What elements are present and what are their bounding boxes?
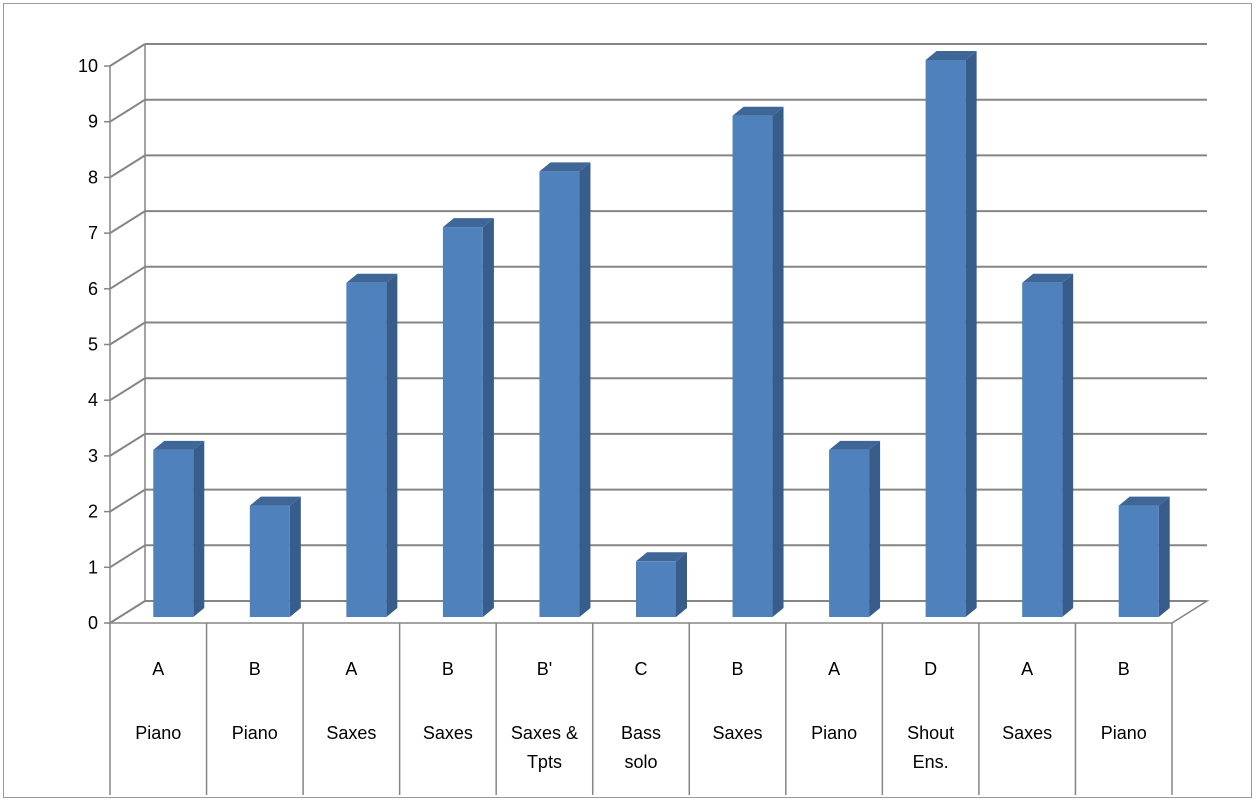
category-label: Tpts (527, 752, 562, 772)
category-section-label: A (152, 659, 164, 679)
bar (1022, 273, 1074, 617)
bar-side (869, 440, 881, 617)
y-tick-label: 9 (88, 112, 98, 132)
category-section-label: B (442, 659, 454, 679)
y-tick-label: 8 (88, 167, 98, 187)
y-tick-label: 0 (88, 613, 98, 633)
bar-side (386, 273, 398, 617)
chart-frame (3, 3, 1252, 798)
bar-top (1022, 273, 1074, 283)
y-tick-label: 2 (88, 502, 98, 522)
bar-side (193, 440, 205, 617)
category-section-label: B (249, 659, 261, 679)
category-label: Piano (811, 723, 857, 743)
gridline-connector (109, 377, 146, 402)
bar (153, 440, 205, 617)
bar-side (579, 162, 591, 617)
gridline-connector (109, 210, 146, 234)
y-tick-label: 10 (78, 56, 98, 76)
bar-side (965, 51, 977, 617)
bar-front (346, 282, 387, 617)
bar-front (636, 561, 676, 617)
bar-front (249, 505, 290, 617)
gridline-connector (109, 321, 146, 346)
y-axis-tick-labels: 0 1 2 3 4 5 6 7 8 9 10 (78, 56, 98, 633)
bar-front (732, 115, 773, 617)
bar (249, 496, 301, 617)
bar-top (346, 273, 398, 283)
bar-front (153, 449, 194, 617)
category-section-label: B' (537, 659, 552, 679)
gridline-connector (109, 265, 146, 290)
category-label: Piano (232, 723, 278, 743)
category-label: Saxes & (511, 723, 578, 743)
bar-top (442, 218, 494, 228)
y-tick-label: 5 (88, 335, 98, 355)
category-label: Saxes (326, 723, 376, 743)
category-section-label: A (345, 659, 357, 679)
category-label: Saxes (713, 723, 763, 743)
bar (1118, 496, 1170, 617)
category-label: Piano (135, 723, 181, 743)
bar-top (1118, 496, 1170, 506)
bar-side (1062, 273, 1074, 617)
bar-top (539, 162, 591, 172)
category-section-label: C (635, 659, 648, 679)
bar-top (153, 440, 205, 450)
bar-side (1158, 496, 1170, 617)
bar (346, 273, 398, 617)
bars (153, 51, 1170, 617)
bar-top (925, 51, 977, 60)
category-label: Ens. (913, 752, 949, 772)
bar (636, 552, 687, 617)
bar-top (249, 496, 301, 506)
category-section-label: B (1118, 659, 1130, 679)
gridline-connector (109, 488, 146, 513)
y-tick-label: 1 (88, 557, 98, 577)
category-section-label: B (732, 659, 744, 679)
bar-top (829, 440, 881, 450)
category-label: Bass (621, 723, 661, 743)
category-section-label: A (828, 659, 840, 679)
bar-front (1022, 282, 1063, 617)
bar-top (636, 552, 687, 562)
bar (539, 162, 591, 617)
bar-front (442, 227, 483, 617)
category-label: solo (624, 752, 657, 772)
gridline-connector (109, 43, 146, 67)
gridline-connector (109, 154, 146, 179)
y-tick-label: 4 (88, 390, 98, 410)
category-label: Piano (1101, 723, 1147, 743)
y-tick-label: 7 (88, 223, 98, 243)
category-labels: A Piano B Piano A Saxes B Saxes B' Saxes & Tpts C Ba… (109, 623, 1173, 795)
bar-side (482, 218, 494, 617)
bar (829, 440, 881, 617)
axes (104, 44, 1210, 624)
bar-side (772, 106, 784, 617)
bar-side (676, 552, 687, 617)
chart-floor (107, 600, 1210, 624)
category-section-label: A (1021, 659, 1033, 679)
bar (442, 218, 494, 617)
category-label: Saxes (423, 723, 473, 743)
bar-front (1118, 505, 1159, 617)
bar-front (539, 171, 580, 617)
category-label: Saxes (1002, 723, 1052, 743)
gridline-connector (109, 544, 146, 569)
gridline-connector (109, 98, 146, 123)
bar-side (289, 496, 301, 617)
bar-front (925, 60, 966, 617)
y-tick-label: 3 (88, 446, 98, 466)
bar (925, 51, 977, 617)
bar (732, 106, 784, 617)
category-label: Shout (907, 723, 954, 743)
category-section-label: D (924, 659, 937, 679)
bar-top (732, 106, 784, 116)
gridline-connector (109, 433, 146, 457)
bar-front (829, 449, 870, 617)
y-tick-label: 6 (88, 279, 98, 299)
